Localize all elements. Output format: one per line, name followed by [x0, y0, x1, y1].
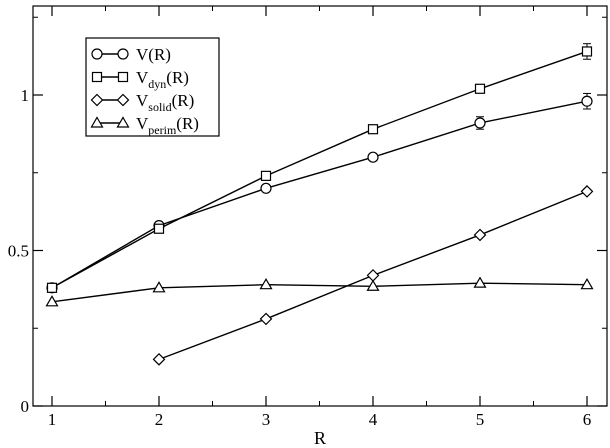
data-point — [580, 278, 594, 290]
legend-marker — [90, 116, 104, 128]
data-point — [581, 46, 593, 57]
data-point — [45, 295, 59, 307]
legend-entry: Vdyn(R) — [91, 68, 189, 91]
data-point — [46, 282, 58, 293]
legend-marker — [116, 116, 130, 128]
legend-entry: Vperim(R) — [90, 114, 199, 137]
x-tick-label: 6 — [583, 410, 592, 429]
data-point — [366, 279, 380, 291]
x-tick-label: 1 — [48, 410, 57, 429]
data-point — [260, 182, 272, 194]
y-tick-label: 0 — [21, 397, 30, 416]
legend-marker — [117, 71, 129, 83]
x-tick-label: 4 — [369, 410, 378, 429]
legend-marker — [117, 48, 129, 60]
legend-entry: Vsolid(R) — [90, 91, 194, 114]
x-tick-label: 5 — [476, 410, 485, 429]
data-point — [259, 312, 273, 326]
x-tick-label: 3 — [262, 410, 271, 429]
legend: V(R) Vdyn(R)Vsolid(R)Vperim(R) — [85, 37, 220, 137]
data-point — [474, 117, 486, 129]
legend-label: Vdyn(R) — [136, 68, 189, 91]
data-point — [153, 223, 165, 234]
data-point — [367, 151, 379, 163]
data-point — [473, 228, 487, 242]
data-point — [366, 269, 380, 282]
axis-ticks: 1 2 3 4 5 6 0 0.5 1 — [8, 6, 607, 429]
y-tick-label: 1 — [21, 86, 30, 105]
legend-label: Vperim(R) — [136, 114, 199, 137]
data-point — [473, 276, 487, 288]
series-triangle — [45, 276, 594, 307]
data-point — [581, 95, 593, 107]
y-tick-label: 0.5 — [8, 242, 29, 261]
legend-label: V(R) — [136, 45, 171, 64]
legend-marker — [91, 71, 103, 83]
legend-label: Vsolid(R) — [136, 91, 194, 114]
legend-marker — [116, 93, 130, 107]
legend-marker — [90, 93, 104, 107]
series-line — [51, 282, 588, 303]
series-square — [46, 43, 593, 293]
x-axis-title: R — [314, 428, 326, 448]
data-point — [474, 83, 486, 94]
series-line — [51, 100, 588, 289]
series-diamond — [152, 185, 594, 366]
series-layer — [45, 43, 594, 366]
data-point — [152, 353, 166, 366]
legend-marker — [91, 48, 103, 60]
data-point — [259, 278, 273, 290]
data-point — [580, 185, 594, 198]
x-tick-label: 2 — [155, 410, 164, 429]
data-point — [367, 124, 379, 135]
series-line — [51, 50, 588, 289]
legend-entry: V(R) — [91, 45, 171, 64]
data-point — [152, 281, 166, 293]
data-point — [260, 170, 272, 181]
